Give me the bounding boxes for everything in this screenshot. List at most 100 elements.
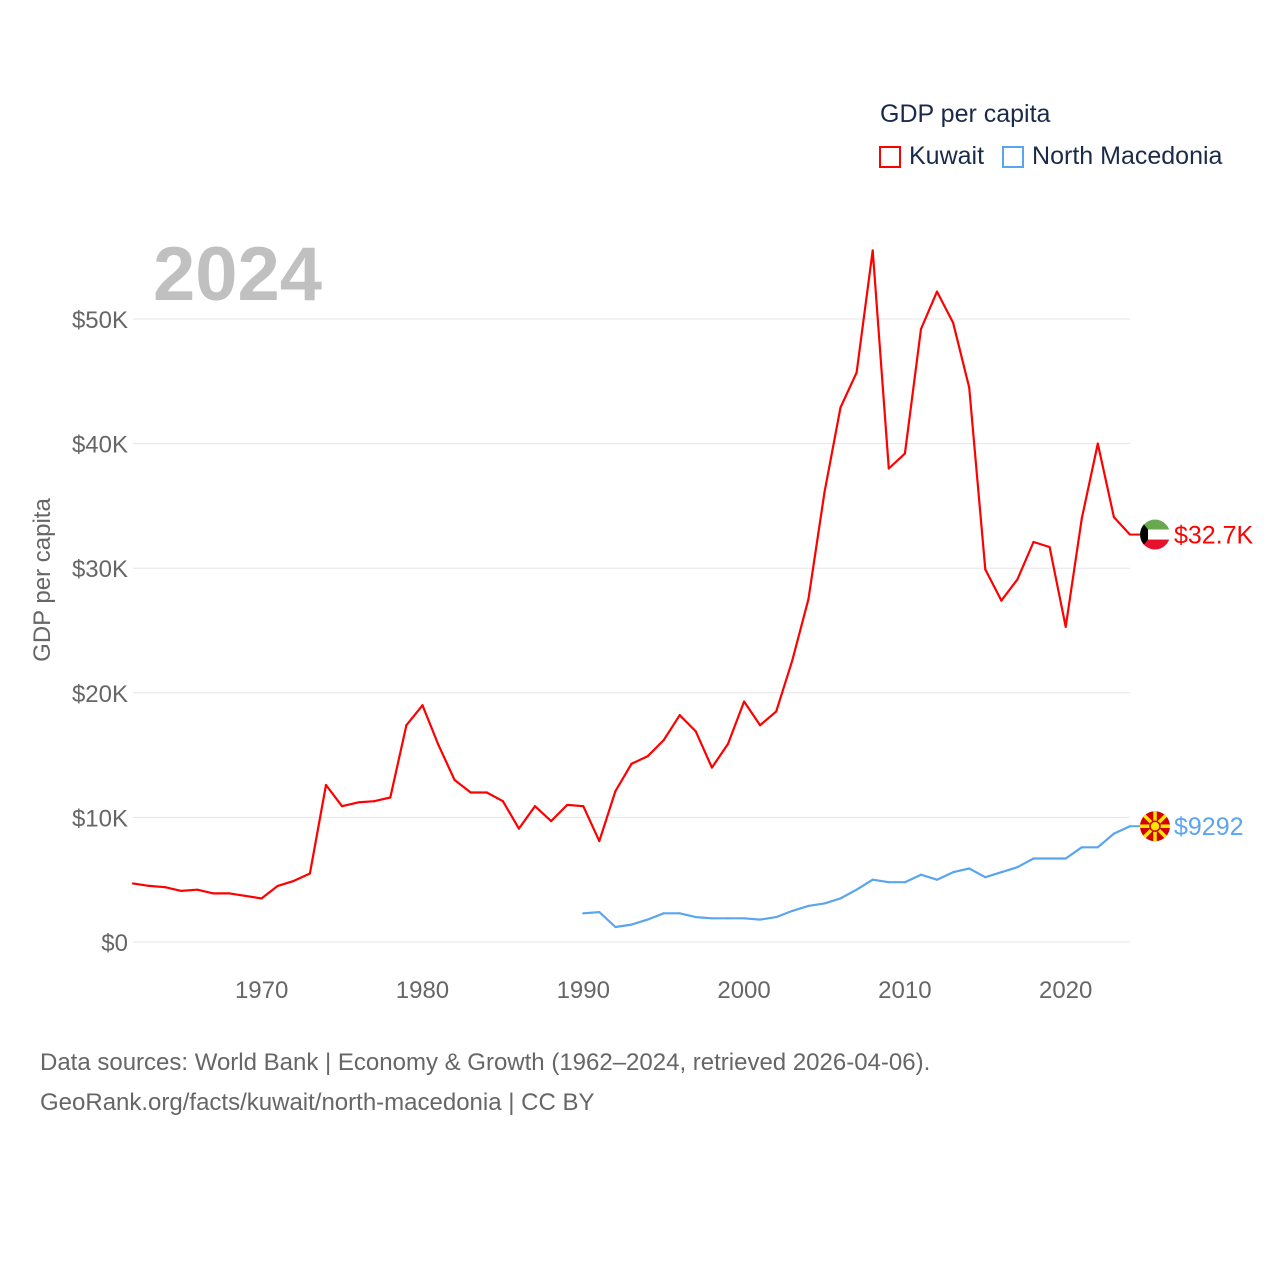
data-point (292, 879, 295, 883)
legend-item-north-macedonia[interactable]: North Macedonia (1002, 142, 1222, 171)
data-point (1000, 871, 1003, 874)
legend-item-kuwait[interactable]: Kuwait (879, 142, 984, 171)
data-point (662, 912, 665, 915)
data-point (533, 805, 537, 808)
data-point (1096, 442, 1099, 445)
y-tick-label: $0 (101, 930, 128, 957)
data-point (935, 290, 939, 293)
data-point (582, 912, 585, 915)
data-point (968, 867, 971, 870)
year-label: 2024 (153, 232, 322, 317)
data-point (469, 791, 472, 794)
data-point (775, 710, 778, 713)
data-point (984, 568, 987, 571)
data-point (453, 778, 456, 782)
data-point (244, 894, 247, 897)
legend-label: Kuwait (909, 142, 985, 170)
data-point (1064, 625, 1067, 628)
legend-label: North Macedonia (1032, 142, 1223, 170)
data-point (582, 805, 585, 808)
x-tick-label: 1980 (396, 977, 449, 1004)
x-tick-label: 2000 (717, 977, 770, 1004)
data-point (759, 918, 762, 921)
data-point (614, 790, 617, 793)
data-point (919, 327, 923, 331)
data-point (180, 889, 183, 893)
data-point (726, 917, 730, 920)
data-point (373, 800, 376, 803)
data-point (726, 742, 730, 745)
footer: Data sources: World Bank | Economy & Gro… (40, 1043, 930, 1123)
data-point (710, 917, 714, 920)
data-point (775, 915, 778, 919)
data-point (1032, 540, 1035, 544)
data-point (791, 659, 794, 662)
data-point (308, 872, 311, 875)
data-point (1016, 866, 1019, 869)
data-point (694, 730, 697, 733)
data-point (566, 803, 569, 807)
end-value-label: $32.7K (1174, 522, 1254, 550)
data-point (742, 917, 746, 920)
data-point (196, 888, 199, 891)
data-point (1112, 832, 1116, 835)
y-tick-label: $30K (72, 556, 128, 583)
data-point (694, 915, 697, 919)
data-point (1016, 578, 1019, 581)
data-point (1048, 857, 1051, 860)
data-point (662, 739, 665, 742)
data-point (678, 714, 681, 717)
data-point (614, 925, 617, 929)
data-point (324, 783, 328, 787)
data-point (823, 902, 826, 905)
data-point (357, 801, 360, 804)
data-point (260, 897, 263, 900)
data-point (501, 800, 504, 803)
data-point (485, 791, 488, 794)
kuwait-flag-icon (1140, 519, 1170, 550)
data-point (839, 406, 842, 409)
data-point (1032, 857, 1035, 860)
data-point (887, 881, 890, 884)
data-point (887, 467, 890, 470)
data-point (340, 805, 344, 808)
data-point (389, 796, 392, 799)
data-point (164, 886, 167, 889)
legend-swatch-north-macedonia (1002, 145, 1025, 168)
x-tick-label: 2020 (1039, 977, 1092, 1004)
data-point (212, 892, 215, 895)
legend: Kuwait North Macedonia (879, 142, 1240, 171)
data-point (759, 724, 762, 727)
data-point (1000, 599, 1003, 602)
data-point (791, 909, 794, 912)
data-point (871, 878, 874, 881)
data-point (952, 321, 955, 324)
data-point (1112, 516, 1116, 519)
data-point (984, 876, 987, 879)
y-tick-label: $40K (72, 432, 128, 459)
footer-link[interactable]: GeoRank.org/facts/kuwait/north-macedonia… (40, 1089, 595, 1116)
data-point (678, 912, 681, 915)
footer-sources: Data sources: World Bank | Economy & Gro… (40, 1049, 931, 1076)
x-tick-label: 1990 (557, 977, 610, 1004)
y-tick-label: $20K (72, 681, 128, 708)
legend-swatch-kuwait (879, 145, 901, 168)
data-point (935, 878, 939, 881)
data-point (871, 249, 874, 252)
data-point (823, 491, 826, 494)
data-point (855, 888, 858, 891)
y-tick-label: $10K (72, 805, 128, 832)
data-point (1080, 517, 1083, 520)
data-point (807, 904, 810, 907)
x-tick-label: 2010 (878, 977, 931, 1004)
data-point (131, 882, 135, 885)
data-point (646, 918, 649, 921)
data-point (630, 762, 633, 765)
data-point (598, 910, 601, 914)
data-point (1064, 857, 1067, 860)
data-point (855, 371, 858, 374)
data-point (421, 704, 424, 707)
data-point (276, 884, 279, 888)
north-macedonia-flag-icon (1140, 811, 1170, 842)
